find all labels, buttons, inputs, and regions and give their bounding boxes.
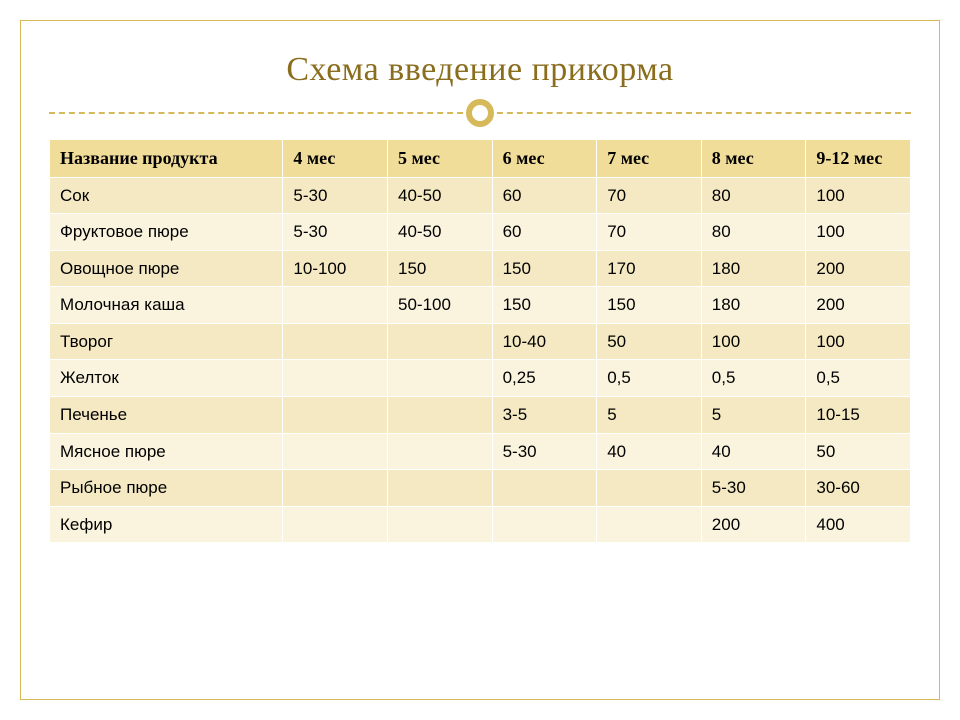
value-cell <box>388 360 493 397</box>
column-header: Название продукта <box>50 140 283 178</box>
table-header: Название продукта4 мес5 мес6 мес7 мес8 м… <box>50 140 911 178</box>
title-divider <box>49 99 911 127</box>
product-name-cell: Мясное пюре <box>50 433 283 470</box>
value-cell <box>597 506 702 543</box>
value-cell <box>283 323 388 360</box>
value-cell: 10-100 <box>283 250 388 287</box>
value-cell <box>283 470 388 507</box>
value-cell: 60 <box>492 177 597 214</box>
value-cell: 5 <box>597 396 702 433</box>
product-name-cell: Кефир <box>50 506 283 543</box>
value-cell: 40 <box>701 433 806 470</box>
product-name-cell: Творог <box>50 323 283 360</box>
value-cell: 10-40 <box>492 323 597 360</box>
value-cell: 50 <box>806 433 911 470</box>
value-cell <box>388 433 493 470</box>
value-cell <box>388 470 493 507</box>
value-cell: 70 <box>597 214 702 251</box>
value-cell <box>283 506 388 543</box>
table-row: Печенье3-55510-15 <box>50 396 911 433</box>
product-name-cell: Овощное пюре <box>50 250 283 287</box>
column-header: 4 мес <box>283 140 388 178</box>
value-cell: 100 <box>806 214 911 251</box>
value-cell: 70 <box>597 177 702 214</box>
column-header: 5 мес <box>388 140 493 178</box>
product-name-cell: Сок <box>50 177 283 214</box>
product-name-cell: Молочная каша <box>50 287 283 324</box>
value-cell: 170 <box>597 250 702 287</box>
value-cell <box>492 506 597 543</box>
value-cell: 5-30 <box>283 214 388 251</box>
value-cell <box>283 396 388 433</box>
value-cell: 180 <box>701 287 806 324</box>
table-row: Фруктовое пюре5-3040-50607080100 <box>50 214 911 251</box>
value-cell: 40-50 <box>388 177 493 214</box>
value-cell: 100 <box>701 323 806 360</box>
value-cell <box>283 433 388 470</box>
table-row: Желток0,250,50,50,5 <box>50 360 911 397</box>
table-row: Овощное пюре10-100150150170180200 <box>50 250 911 287</box>
table-row: Кефир 200400 <box>50 506 911 543</box>
product-name-cell: Желток <box>50 360 283 397</box>
column-header: 7 мес <box>597 140 702 178</box>
value-cell: 150 <box>597 287 702 324</box>
value-cell: 10-15 <box>806 396 911 433</box>
value-cell: 60 <box>492 214 597 251</box>
table-row: Сок5-3040-50607080100 <box>50 177 911 214</box>
product-name-cell: Печенье <box>50 396 283 433</box>
value-cell: 0,5 <box>806 360 911 397</box>
value-cell: 30-60 <box>806 470 911 507</box>
value-cell: 100 <box>806 177 911 214</box>
table-row: Творог10-4050100100 <box>50 323 911 360</box>
value-cell: 5-30 <box>701 470 806 507</box>
value-cell: 200 <box>806 250 911 287</box>
value-cell: 80 <box>701 177 806 214</box>
divider-ring-icon <box>466 99 494 127</box>
value-cell <box>283 287 388 324</box>
value-cell: 5 <box>701 396 806 433</box>
feeding-schedule-table: Название продукта4 мес5 мес6 мес7 мес8 м… <box>49 139 911 543</box>
value-cell: 180 <box>701 250 806 287</box>
table-row: Рыбное пюре 5-3030-60 <box>50 470 911 507</box>
value-cell: 50-100 <box>388 287 493 324</box>
value-cell: 200 <box>806 287 911 324</box>
product-name-cell: Рыбное пюре <box>50 470 283 507</box>
table-body: Сок5-3040-50607080100Фруктовое пюре5-304… <box>50 177 911 542</box>
column-header: 9-12 мес <box>806 140 911 178</box>
value-cell: 150 <box>388 250 493 287</box>
table-header-row: Название продукта4 мес5 мес6 мес7 мес8 м… <box>50 140 911 178</box>
value-cell <box>388 506 493 543</box>
value-cell: 40-50 <box>388 214 493 251</box>
column-header: 8 мес <box>701 140 806 178</box>
value-cell: 5-30 <box>492 433 597 470</box>
value-cell <box>492 470 597 507</box>
value-cell: 50 <box>597 323 702 360</box>
value-cell <box>388 323 493 360</box>
value-cell: 150 <box>492 250 597 287</box>
value-cell: 100 <box>806 323 911 360</box>
value-cell: 40 <box>597 433 702 470</box>
value-cell: 200 <box>701 506 806 543</box>
value-cell: 0,5 <box>701 360 806 397</box>
slide-frame: Схема введение прикорма Название продукт… <box>20 20 940 700</box>
value-cell: 3-5 <box>492 396 597 433</box>
table-row: Мясное пюре5-30404050 <box>50 433 911 470</box>
slide-title: Схема введение прикорма <box>49 51 911 89</box>
value-cell: 400 <box>806 506 911 543</box>
value-cell <box>283 360 388 397</box>
value-cell: 0,5 <box>597 360 702 397</box>
product-name-cell: Фруктовое пюре <box>50 214 283 251</box>
value-cell <box>597 470 702 507</box>
value-cell: 5-30 <box>283 177 388 214</box>
slide: Схема введение прикорма Название продукт… <box>0 0 960 720</box>
column-header: 6 мес <box>492 140 597 178</box>
value-cell: 80 <box>701 214 806 251</box>
value-cell: 150 <box>492 287 597 324</box>
value-cell: 0,25 <box>492 360 597 397</box>
table-row: Молочная каша50-100150150180200 <box>50 287 911 324</box>
value-cell <box>388 396 493 433</box>
